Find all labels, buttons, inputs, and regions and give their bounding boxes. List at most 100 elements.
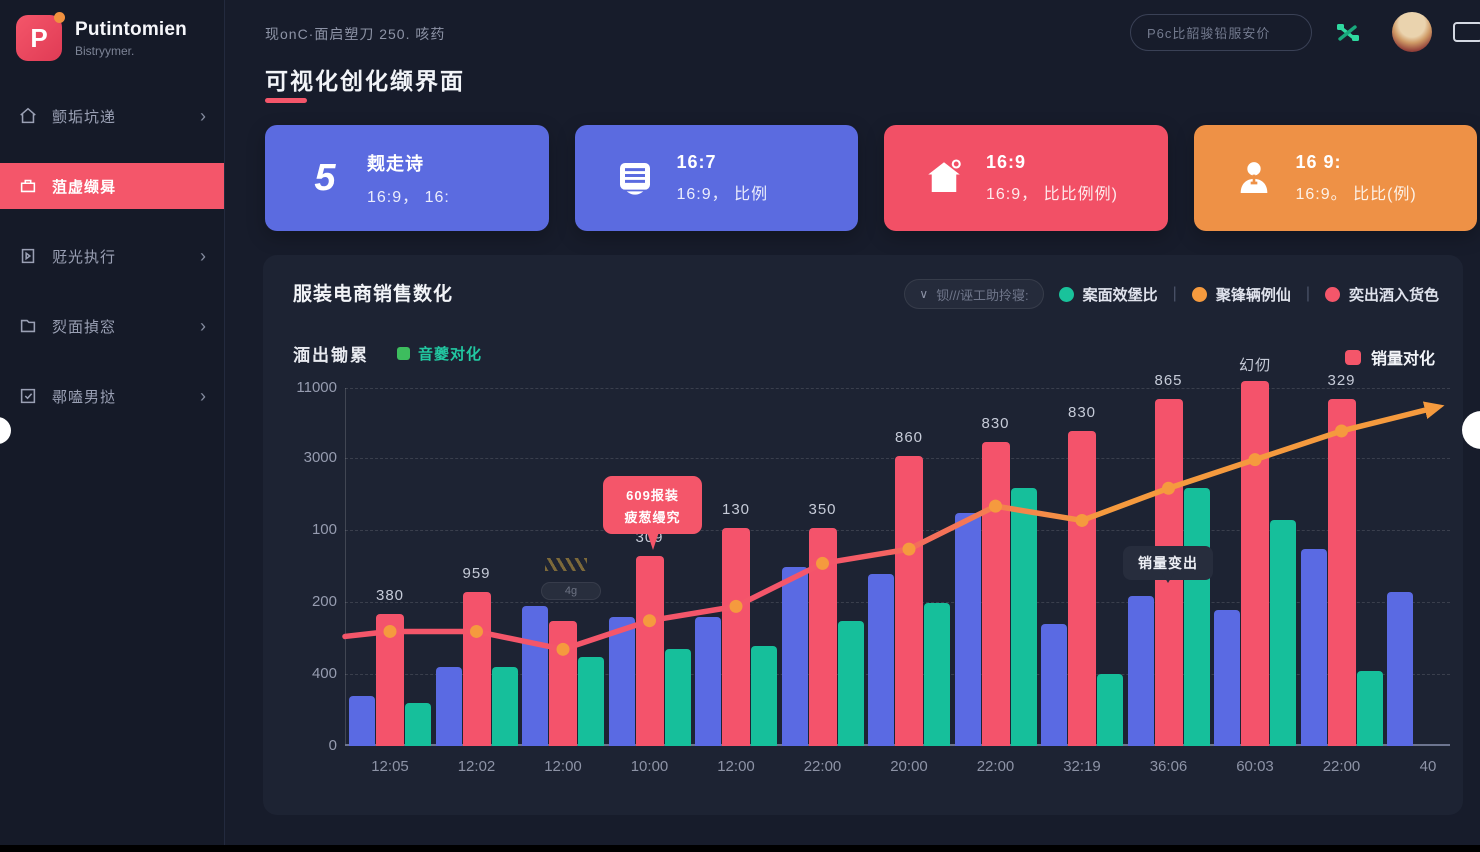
chevron-down-icon: ∨ — [919, 287, 929, 301]
x-tick-label: 20:00 — [890, 758, 928, 775]
bar-value-label: 350 — [808, 500, 837, 518]
series-legend-label: 销量对化 — [1370, 351, 1435, 368]
bar — [664, 649, 691, 746]
card-text: 16:7 16:9， 比例 — [677, 152, 769, 204]
line-point — [729, 599, 743, 613]
page-title: 可视化创化缬界面 — [265, 68, 465, 94]
bar — [491, 667, 518, 746]
series-legend[interactable]: 销量对化 — [1344, 345, 1435, 369]
brand: P Putintomien Bistryymer. — [0, 0, 224, 61]
search-placeholder: P6c比韶骏铅服安价 — [1147, 26, 1271, 41]
bar-value-label: 865 — [1154, 371, 1183, 389]
bar — [1356, 670, 1383, 746]
bar — [1041, 624, 1067, 746]
legend-label: 聚锋辆例仙 — [1215, 286, 1291, 304]
tools-icon[interactable] — [1335, 20, 1361, 46]
y-tick-label: 400 — [311, 665, 337, 682]
bar — [462, 592, 491, 746]
bar-value-label: 830 — [981, 414, 1010, 432]
tooltip-line-2: 疲葱缦究 — [624, 509, 681, 525]
bar — [1327, 398, 1356, 746]
bar — [635, 556, 664, 746]
bar — [722, 527, 750, 746]
chart-controls: ∨ 钡///诬工助拎寝: 案面效堡比 | 聚锋辆例仙 | 奕出酒入货色 — [904, 279, 1439, 309]
card-text: 16:9 16:9， 比比例例) — [986, 152, 1118, 204]
line-point — [1075, 513, 1089, 527]
line-point — [989, 499, 1002, 513]
bar — [837, 620, 864, 746]
y-tick-label: 3000 — [303, 449, 337, 466]
sidebar-nav: 颤垢坑递 › 菹虚缬曻 觃光执行 › 烮面揁窓 › 鄩嗑男挞 › — [0, 93, 224, 419]
bar — [1270, 520, 1296, 746]
carousel-next-handle[interactable] — [1462, 411, 1480, 449]
carousel-prev-handle[interactable] — [0, 417, 11, 444]
faint-pill-label: 4g — [541, 582, 601, 600]
x-tick-label: 12:05 — [371, 758, 409, 775]
bottom-bar — [0, 845, 1480, 852]
person-icon — [1230, 158, 1278, 198]
bar-value-label: 959 — [462, 565, 491, 583]
legend-item[interactable]: 案面效堡比 — [1058, 284, 1158, 305]
bar — [435, 667, 462, 746]
search-input[interactable]: P6c比韶骏铅服安价 — [1130, 14, 1312, 51]
bar — [1183, 488, 1210, 746]
bar-value-label: 幻仞 — [1238, 356, 1271, 374]
bar — [522, 606, 548, 746]
bar — [349, 695, 375, 746]
legend-item[interactable]: 奕出酒入货色 — [1324, 284, 1439, 305]
tooltip-line-1: 609报装 — [626, 487, 679, 503]
sidebar-item[interactable]: 菹虚缬曻 — [0, 163, 224, 209]
chevron-right-icon: › — [200, 315, 206, 336]
sidebar-item-label: 觃光执行 — [52, 248, 117, 266]
x-tick-label: 12:00 — [717, 758, 755, 775]
bar — [954, 513, 981, 746]
plot-area: 4g 380959309130350860830830865幻仞329 609报… — [342, 357, 1450, 746]
card-title: 16 9: — [1295, 152, 1342, 172]
sidebar-item[interactable]: 烮面揁窓 › — [0, 303, 224, 349]
brand-subtitle: Bistryymer. — [75, 43, 135, 58]
line-point — [902, 542, 916, 556]
check-icon — [18, 386, 38, 406]
legend-dot-icon — [397, 347, 410, 360]
x-tick-label: 40 — [1419, 758, 1437, 775]
bar-value-label: 830 — [1067, 403, 1097, 421]
legend-dot-icon — [1058, 286, 1074, 302]
filter-dropdown-label: 钡///诬工助拎寝: — [936, 287, 1029, 303]
stat-card: 5 觌走诗 16:9， 16: — [265, 125, 549, 231]
bar-value-label: 860 — [894, 429, 924, 447]
bar — [549, 620, 577, 746]
card-subtitle: 16:9， 比例 — [676, 186, 769, 203]
x-tick-label: 36:06 — [1149, 758, 1188, 775]
x-tick-label: 32:19 — [1063, 758, 1101, 775]
legend-label: 奕出酒入货色 — [1348, 286, 1439, 304]
sidebar-item[interactable]: 鄩嗑男挞 › — [0, 373, 224, 419]
card-subtitle: 16:9， 16: — [367, 188, 450, 206]
y-tick-label: 200 — [311, 593, 337, 610]
home-icon — [18, 106, 38, 126]
bar — [405, 703, 431, 746]
card-text: 觌走诗 16:9， 16: — [367, 150, 450, 207]
chevron-right-icon: › — [200, 245, 206, 266]
chart-panel: 服装电商销售数化 ∨ 钡///诬工助拎寝: 案面效堡比 | 聚锋辆例仙 | 奕出酒入货色… — [263, 255, 1463, 815]
bar — [981, 441, 1010, 746]
chevron-right-icon: › — [200, 105, 206, 126]
sidebar-item[interactable]: 觃光执行 › — [0, 233, 224, 279]
window-icon[interactable] — [1453, 22, 1480, 42]
legend-item[interactable]: 聚锋辆例仙 — [1191, 284, 1291, 305]
bar — [1097, 674, 1123, 746]
bar-value-label: 130 — [721, 500, 751, 518]
avatar[interactable] — [1392, 12, 1432, 52]
bar — [695, 617, 721, 746]
sidebar-item[interactable]: 颤垢坑递 › — [0, 93, 224, 139]
y-tick-label: 11000 — [296, 379, 337, 396]
play-icon — [18, 246, 38, 266]
store-icon — [18, 176, 38, 196]
bar — [868, 574, 894, 746]
chart-title: 服装电商销售数化 — [293, 284, 454, 305]
sidebar-item-label: 菹虚缬曻 — [52, 178, 117, 196]
breadcrumb: 现onC·面启塑刀 250. 咳药 — [265, 26, 446, 42]
x-tick-label: 22:00 — [976, 758, 1015, 775]
line-point — [383, 624, 397, 638]
filter-dropdown[interactable]: ∨ 钡///诬工助拎寝: — [904, 279, 1044, 309]
bar — [1010, 488, 1037, 746]
